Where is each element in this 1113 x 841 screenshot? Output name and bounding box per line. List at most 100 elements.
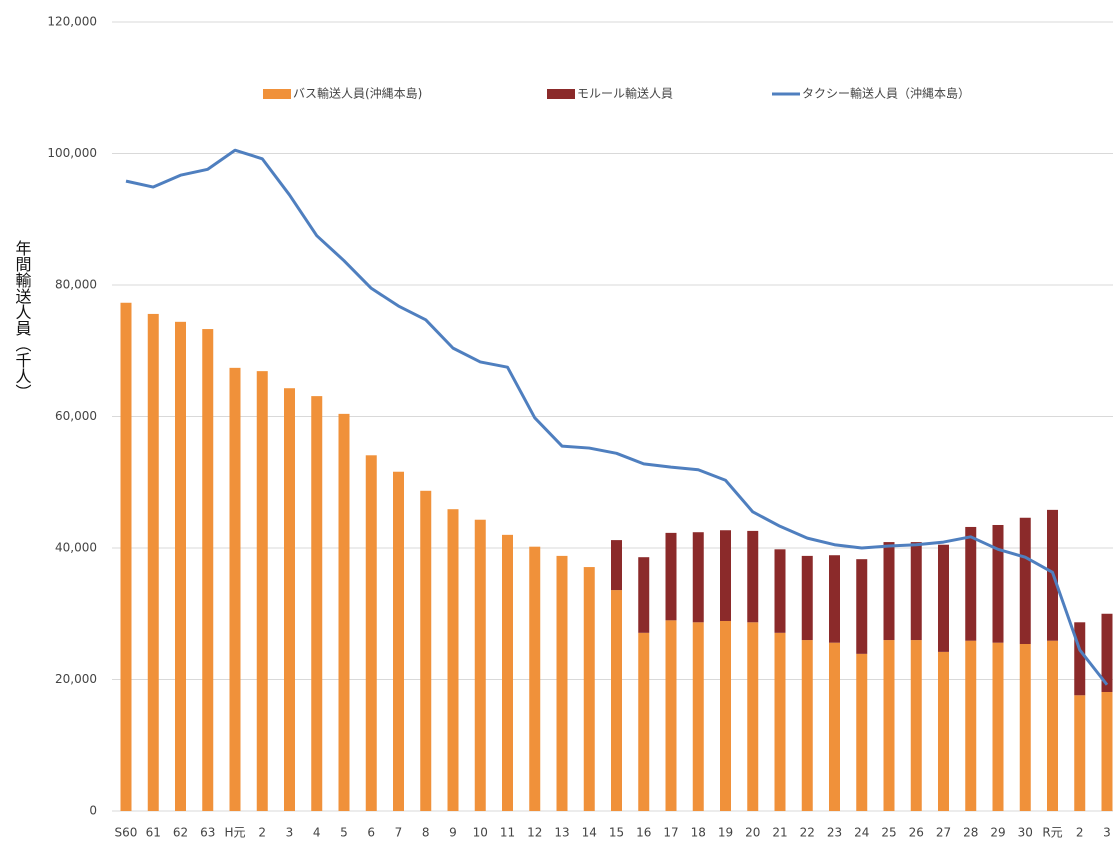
bar: [611, 540, 622, 591]
x-tick-label: 7: [395, 826, 403, 840]
bar: [611, 590, 622, 811]
bar: [692, 532, 704, 623]
x-tick-label: 2: [1076, 826, 1084, 840]
bar: [720, 620, 731, 811]
x-tick-label: 6: [367, 826, 375, 840]
bar: [665, 620, 677, 811]
x-tick-label: 24: [854, 826, 869, 840]
bar: [965, 526, 977, 641]
bar: [665, 532, 677, 621]
y-tick-label: 40,000: [55, 541, 97, 555]
x-tick-label: S60: [115, 826, 138, 840]
bar: [638, 557, 650, 633]
bar: [774, 632, 786, 811]
y-tick-label: 0: [89, 804, 97, 818]
bar: [338, 413, 350, 811]
bar: [638, 632, 650, 811]
y-axis-label: 年間輸送人員（千人）: [13, 240, 32, 400]
x-tick-label: 9: [449, 826, 457, 840]
y-tick-label: 120,000: [47, 15, 97, 29]
bar: [938, 544, 949, 652]
x-tick-label: 5: [340, 826, 348, 840]
bar: [938, 651, 949, 811]
x-tick-label: 19: [718, 826, 733, 840]
bar: [1019, 643, 1031, 811]
bar: [801, 640, 813, 811]
bar: [1047, 640, 1058, 811]
bar: [420, 490, 432, 811]
bar: [856, 653, 868, 811]
x-tick-label: 14: [582, 826, 597, 840]
x-tick-label: 3: [1103, 826, 1111, 840]
bar: [311, 396, 323, 811]
bar: [556, 555, 568, 811]
x-tick-label: 8: [422, 826, 430, 840]
bar: [1101, 613, 1113, 692]
x-tick-label: 16: [636, 826, 651, 840]
x-tick-label: 61: [146, 826, 161, 840]
x-tick-label: 23: [827, 826, 842, 840]
x-tick-label: 62: [173, 826, 188, 840]
x-tick-label: R元: [1042, 826, 1062, 840]
bar: [856, 559, 868, 654]
x-tick-label: 63: [200, 826, 215, 840]
bar: [992, 524, 1004, 643]
legend-swatch: [547, 89, 575, 99]
bar: [365, 455, 377, 811]
bar: [229, 367, 241, 811]
bar: [910, 542, 922, 641]
bar: [447, 509, 459, 811]
x-tick-label: 12: [527, 826, 542, 840]
x-tick-label: 13: [554, 826, 569, 840]
bar: [284, 388, 295, 811]
bar: [720, 530, 731, 621]
bar: [147, 313, 159, 811]
x-tick-label: 27: [936, 826, 951, 840]
bar: [120, 302, 132, 811]
bar: [1074, 622, 1086, 696]
x-tick-label: 20: [745, 826, 760, 840]
x-tick-label: 10: [473, 826, 488, 840]
x-tick-label: 3: [286, 826, 294, 840]
bar: [175, 321, 186, 811]
x-tick-label: 29: [990, 826, 1005, 840]
bar: [883, 640, 895, 811]
bar: [502, 534, 513, 811]
bar: [583, 567, 595, 811]
bar: [747, 530, 759, 623]
bar: [965, 640, 977, 811]
bar: [692, 622, 704, 811]
bar: [1074, 695, 1086, 811]
x-tick-label: 2: [258, 826, 266, 840]
x-tick-label: 30: [1018, 826, 1033, 840]
line: [125, 148, 1109, 686]
bar: [474, 519, 486, 811]
x-tick-label: 21: [772, 826, 787, 840]
bar: [829, 642, 840, 811]
bar: [393, 471, 404, 811]
bar: [829, 555, 840, 643]
bar: [883, 542, 895, 641]
bar: [1101, 691, 1113, 811]
legend-label: バス輸送人員(沖縄本島): [293, 86, 422, 101]
x-tick-label: 18: [691, 826, 706, 840]
x-tick-label: H元: [224, 826, 245, 840]
bar: [801, 555, 813, 641]
bar: [256, 371, 268, 811]
bar: [910, 640, 922, 811]
bar: [1019, 517, 1031, 644]
x-tick-label: 15: [609, 826, 624, 840]
x-tick-label: 17: [663, 826, 678, 840]
y-tick-label: 80,000: [55, 278, 97, 292]
x-tick-label: 26: [909, 826, 924, 840]
x-tick-label: 11: [500, 826, 515, 840]
x-tick-label: 28: [963, 826, 978, 840]
bar: [992, 642, 1004, 811]
bar: [202, 329, 214, 811]
y-tick-label: 20,000: [55, 672, 97, 686]
bar: [529, 546, 541, 811]
bar: [747, 622, 759, 811]
legend-swatch: [263, 89, 291, 99]
x-tick-label: 25: [881, 826, 896, 840]
